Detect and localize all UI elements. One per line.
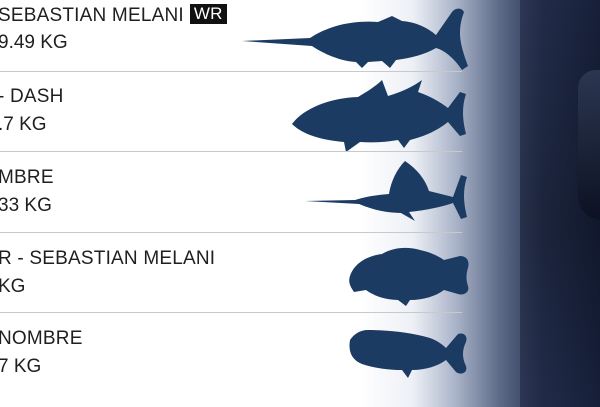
catch-row: - DASH .7 KG (0, 80, 600, 160)
catch-row: NOMBRE 7 KG (0, 324, 600, 402)
catch-title: NOMBRE (0, 328, 83, 349)
row-divider (0, 232, 462, 233)
dorado-icon (349, 330, 467, 378)
catch-row: R - SEBASTIAN MELANI KG (0, 244, 600, 322)
catch-title-text: SEBASTIAN MELANI (0, 5, 184, 26)
sailfish-icon (305, 161, 467, 221)
catch-title: R - SEBASTIAN MELANI (0, 248, 216, 269)
angler-photo-fragment (578, 70, 600, 220)
catch-weight: 7 KG (0, 356, 42, 377)
catch-row: SEBASTIAN MELANI WR 9.49 KG (0, 0, 600, 78)
catch-weight: 9.49 KG (0, 32, 68, 53)
row-divider (0, 312, 462, 313)
marlin-icon (242, 8, 468, 70)
catch-weight: KG (0, 276, 26, 297)
catch-title: MBRE (0, 167, 54, 188)
row-divider (0, 151, 462, 152)
catch-title: - DASH (0, 86, 64, 107)
tuna-icon (292, 80, 466, 152)
catch-weight: 33 KG (0, 195, 52, 216)
grouper-icon (349, 247, 469, 306)
row-divider (0, 71, 462, 72)
catch-weight: .7 KG (0, 114, 47, 135)
world-record-badge: WR (189, 4, 227, 24)
catch-row: MBRE 33 KG (0, 161, 600, 241)
catch-title: SEBASTIAN MELANI WR (0, 4, 227, 27)
